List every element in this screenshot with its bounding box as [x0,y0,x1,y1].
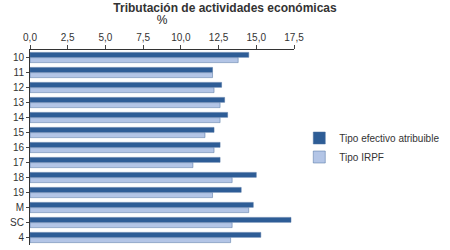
svg-text:15,0: 15,0 [247,32,267,43]
svg-text:18: 18 [13,172,25,183]
svg-text:17: 17 [13,157,25,168]
svg-text:17,5: 17,5 [284,32,304,43]
svg-text:0,0: 0,0 [23,32,37,43]
svg-text:11: 11 [14,67,25,78]
svg-text:SC: SC [10,217,24,228]
svg-text:10,0: 10,0 [171,32,191,43]
svg-text:7,5: 7,5 [136,32,150,43]
svg-text:%: % [157,13,168,27]
svg-text:13: 13 [13,97,25,108]
svg-text:12: 12 [13,82,25,93]
svg-text:2,5: 2,5 [61,32,75,43]
svg-text:M: M [16,202,24,213]
svg-text:14: 14 [13,112,25,123]
svg-text:15: 15 [13,127,25,138]
svg-text:19: 19 [13,187,25,198]
svg-text:5,0: 5,0 [98,32,112,43]
svg-text:Tipo efectivo atribuible: Tipo efectivo atribuible [339,133,439,144]
svg-text:16: 16 [13,142,25,153]
svg-text:10: 10 [13,52,25,63]
svg-text:Tipo IRPF: Tipo IRPF [339,152,384,163]
svg-text:4: 4 [18,232,24,243]
svg-text:12,5: 12,5 [209,32,229,43]
svg-text:Tributación de actividades eco: Tributación de actividades económicas [113,1,337,15]
